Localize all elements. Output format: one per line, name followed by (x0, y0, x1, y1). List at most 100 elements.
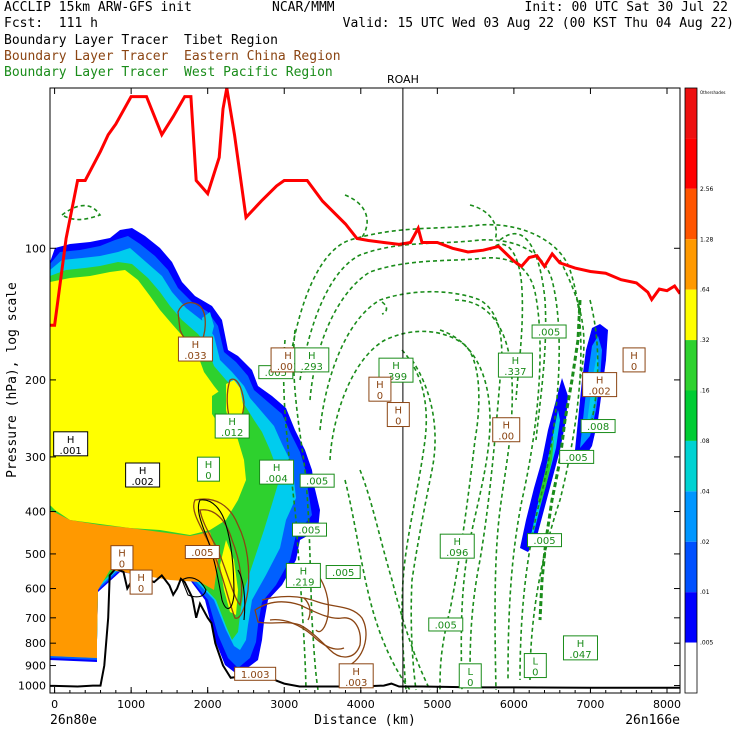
contour-label-value: .001 (60, 446, 82, 457)
colorbar-swatch (685, 592, 697, 643)
contour-label-box (110, 545, 134, 571)
contour-label-value: .005 (435, 620, 457, 631)
legend-west-pacific: Boundary Layer Tracer West Pacific Regio… (4, 65, 333, 80)
contour-label: H0 (622, 347, 646, 373)
contour-label-box (527, 533, 563, 548)
x-tick-label: 8000 (653, 698, 681, 711)
colorbar: Othershades 2.56 1.28 .64 .32 .16 .08 .04 .02 .01… (684, 87, 726, 694)
contour-label-extremum: L (467, 667, 473, 678)
contour-label-value: .001 (277, 362, 299, 373)
colorbar-swatch (685, 88, 697, 139)
contour-label-extremum: H (192, 340, 200, 351)
y-tick-label: 800 (25, 637, 46, 650)
x-left-endpoint: 26n80e (50, 713, 97, 728)
contour-label-box (439, 533, 475, 559)
contour-label-extremum: H (453, 537, 461, 548)
contour-label-extremum: H (308, 351, 316, 362)
contour-label-box (523, 653, 547, 679)
contour-label: H.001 (53, 431, 89, 457)
contour-label: H.004 (259, 459, 295, 485)
contour-label-value: .337 (504, 367, 526, 378)
contour-label-value: 0 (205, 471, 211, 482)
contour-label-box (299, 473, 335, 488)
colorbar-label: .64 (700, 287, 710, 294)
colorbar-frame (684, 87, 698, 694)
y-tick-label: 500 (25, 548, 46, 561)
contour-label-extremum: H (596, 376, 604, 387)
contour-label: H.00 (492, 417, 521, 443)
contour-label: H.219 (285, 562, 321, 588)
contour-label: .005 (531, 324, 567, 339)
legend-tibet: Boundary Layer Tracer Tibet Region (4, 33, 278, 48)
contour-label-value: .033 (184, 351, 206, 362)
x-tick-label: 3000 (270, 698, 298, 711)
x-tick-label: 6000 (500, 698, 528, 711)
shade-orange (50, 510, 218, 658)
header-valid: Valid: 15 UTC Wed 03 Aug 22 (00 KST Thu … (342, 16, 734, 31)
station-label: ROAH (387, 73, 419, 86)
contour-label-value: 0 (395, 417, 401, 428)
y-tick-label: 200 (25, 374, 46, 387)
contour-label-value: .005 (298, 526, 320, 537)
contour-labels: H.001H.002H.033H.012H0H.004.005H.001H.29… (53, 324, 646, 689)
x-tick-label: 5000 (423, 698, 451, 711)
colorbar-label: .32 (700, 337, 710, 344)
contour-label-box (53, 431, 89, 457)
contour-label-value: .005 (191, 548, 213, 559)
y-tick-label: 300 (25, 451, 46, 464)
contour-label: .005 (292, 522, 328, 537)
contour-label: H0 (196, 456, 220, 482)
x-tick-label: 4000 (347, 698, 375, 711)
x-tick-label: 2000 (194, 698, 222, 711)
colorbar-swatch (685, 289, 697, 341)
header-init: Init: 00 UTC Sat 30 Jul 22 (524, 0, 729, 15)
contour-label-value: .012 (221, 428, 243, 439)
x-tick-label: 1000 (117, 698, 145, 711)
header-forecast: Fcst: 111 h (4, 16, 98, 31)
contour-label: .008 (580, 419, 616, 434)
contour-label-extremum: H (118, 549, 126, 560)
contour-label-box (294, 347, 330, 373)
contour-label: H.002 (582, 372, 618, 398)
y-tick-label: 900 (25, 660, 46, 673)
y-tick-label: 100 (25, 242, 46, 255)
contour-label: L0 (458, 663, 482, 689)
contour-label-value: 1.003 (241, 670, 270, 681)
x-tick-label: 7000 (576, 698, 604, 711)
contour-label: H0 (368, 376, 392, 402)
contour-label-box (428, 617, 464, 632)
contour-label-box (196, 456, 220, 482)
header-title-mid: NCAR/MMM (272, 0, 335, 15)
legend-eastern-china: Boundary Layer Tracer Eastern China Regi… (4, 49, 341, 64)
contour-label: H.003 (338, 663, 374, 689)
contour-label-value: .002 (131, 477, 153, 488)
contour-label: H.002 (125, 462, 161, 488)
contour-label-value: .005 (306, 477, 328, 488)
contour-label-value: .00 (498, 432, 514, 443)
colorbar-label: .08 (700, 438, 710, 445)
contour-label-value: .002 (588, 387, 610, 398)
contour-label-value: 0 (631, 362, 637, 373)
contour-label-extremum: H (352, 667, 360, 678)
contour-label: .005 (325, 565, 361, 580)
contour-label-extremum: L (533, 657, 539, 668)
colorbar-swatch (685, 541, 697, 593)
colorbar-label: .04 (700, 488, 710, 495)
contour-label-box (177, 336, 213, 362)
colorbar-label: .01 (700, 589, 710, 596)
contour-label-box (125, 462, 161, 488)
contour-label-value: .004 (265, 474, 287, 485)
colorbar-label: .16 (700, 388, 710, 395)
contour-label-box (531, 324, 567, 339)
contour-label-extremum: H (502, 421, 510, 432)
contour-label: H.337 (497, 352, 533, 378)
contour-label-value: .005 (332, 568, 354, 579)
y-tick-label: 400 (25, 506, 46, 519)
x-tick-label: 0 (51, 698, 58, 711)
contour-label-box (325, 565, 361, 580)
contour-label-value: .005 (538, 328, 560, 339)
contour-label-box (368, 376, 392, 402)
contour-label-value: .008 (587, 422, 609, 433)
colorbar-label: .02 (700, 539, 710, 546)
